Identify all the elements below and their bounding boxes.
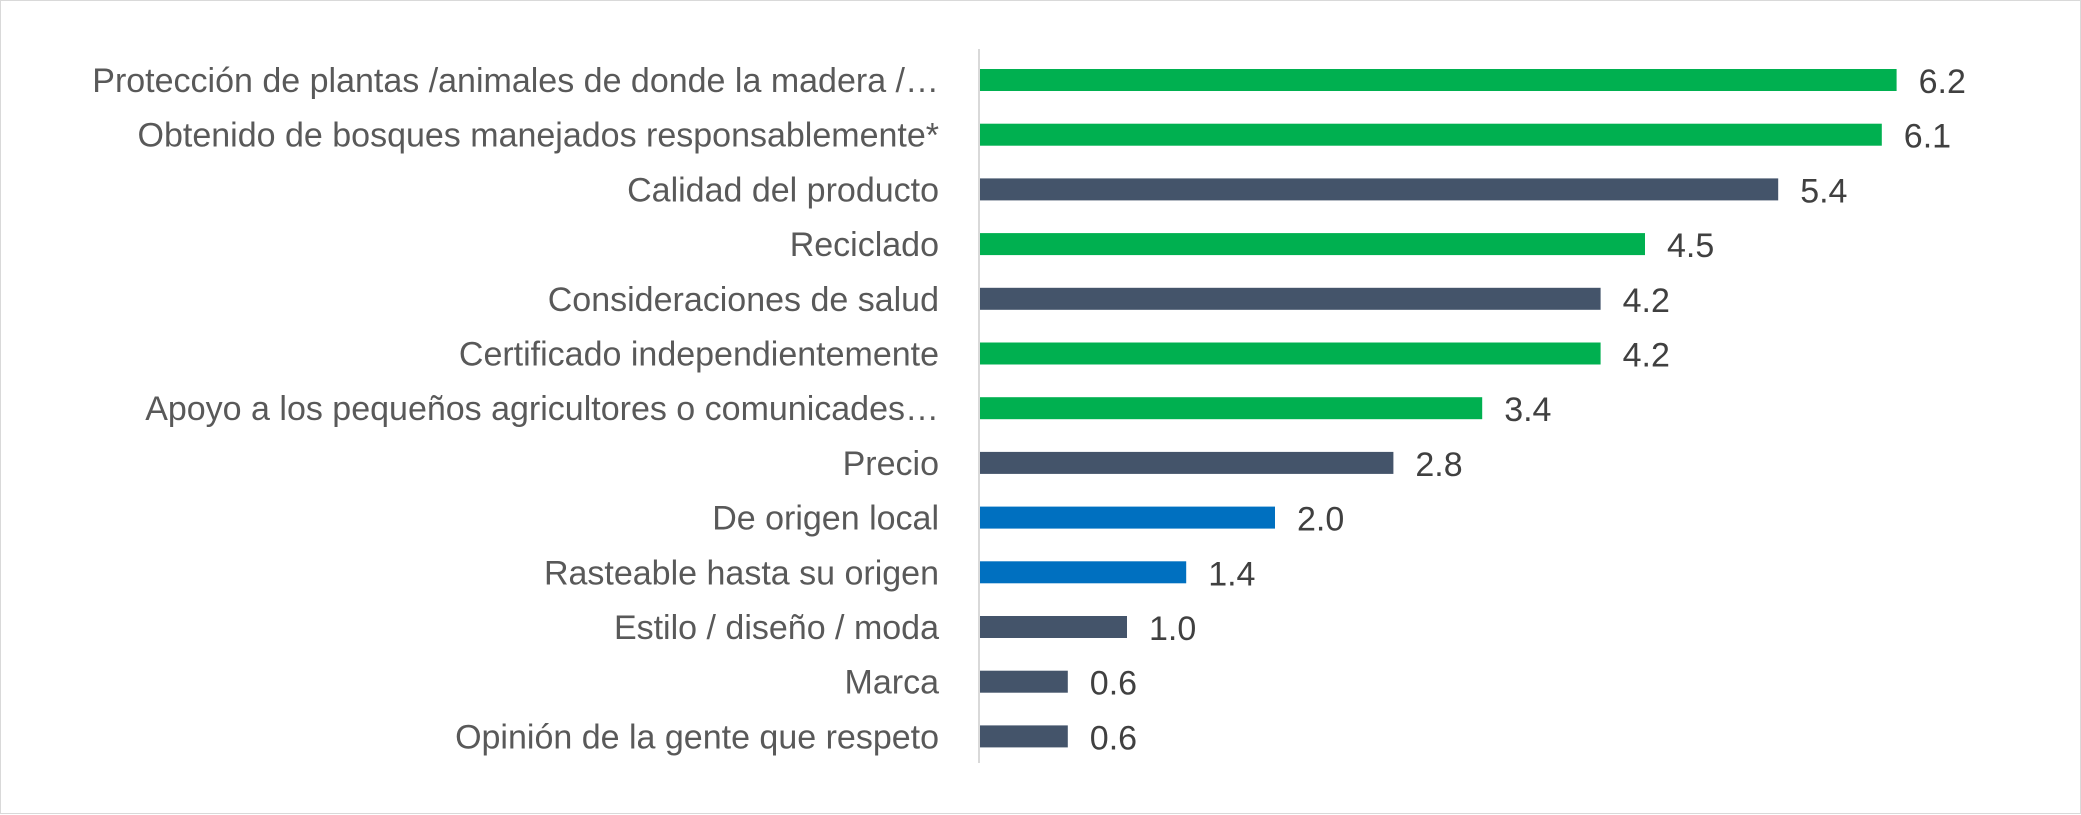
value-label-8: 2.8: [1415, 446, 1462, 484]
value-labels: 6.2 6.1 5.4 4.5 4.2 4.2 3.4 2.8 2.0 1.4 1.0 0.6 0.6: [1090, 63, 1966, 757]
category-label-1: Protección de plantas /animales de donde…: [92, 62, 939, 100]
category-label-5: Consideraciones de salud: [548, 281, 939, 319]
value-label-3: 5.4: [1800, 172, 1847, 210]
bar-10: [979, 561, 1187, 584]
bar-6: [979, 342, 1601, 365]
bar-7: [979, 397, 1483, 420]
value-label-13: 0.6: [1090, 719, 1137, 757]
category-label-3: Calidad del producto: [627, 171, 939, 209]
value-label-4: 4.5: [1667, 227, 1714, 265]
bar-1: [979, 69, 1897, 91]
category-label-10: Rasteable hasta su origen: [544, 554, 939, 592]
value-label-9: 2.0: [1297, 501, 1344, 539]
value-label-11: 1.0: [1149, 610, 1196, 648]
value-label-1: 6.2: [1919, 63, 1966, 101]
value-label-10: 1.4: [1208, 555, 1255, 593]
bar-11: [979, 616, 1127, 638]
category-label-11: Estilo / diseño / moda: [614, 609, 939, 647]
bar-8: [979, 451, 1394, 474]
bar-5: [979, 287, 1601, 310]
category-label-13: Opinión de la gente que respeto: [455, 718, 939, 756]
value-label-12: 0.6: [1090, 665, 1137, 703]
category-label-9: De origen local: [712, 500, 939, 538]
category-label-2: Obtenido de bosques manejados responsabl…: [138, 117, 939, 155]
value-label-5: 4.2: [1623, 282, 1670, 320]
bar-9: [979, 506, 1275, 529]
value-label-6: 4.2: [1623, 337, 1670, 375]
category-label-7: Apoyo a los pequeños agricultores o comu…: [145, 390, 939, 428]
bar-12: [979, 670, 1068, 693]
bar-3: [979, 178, 1779, 201]
bars-group: [979, 69, 1897, 748]
value-label-7: 3.4: [1504, 391, 1551, 429]
bar-13: [979, 725, 1068, 748]
category-labels: Protección de plantas /animales de donde…: [92, 62, 939, 756]
bar-2: [979, 123, 1882, 146]
category-label-12: Marca: [845, 664, 940, 702]
category-label-8: Precio: [843, 445, 939, 483]
value-label-2: 6.1: [1904, 118, 1951, 156]
category-label-4: Reciclado: [790, 226, 939, 264]
bar-4: [979, 233, 1645, 256]
category-label-6: Certificado independientemente: [459, 336, 939, 374]
